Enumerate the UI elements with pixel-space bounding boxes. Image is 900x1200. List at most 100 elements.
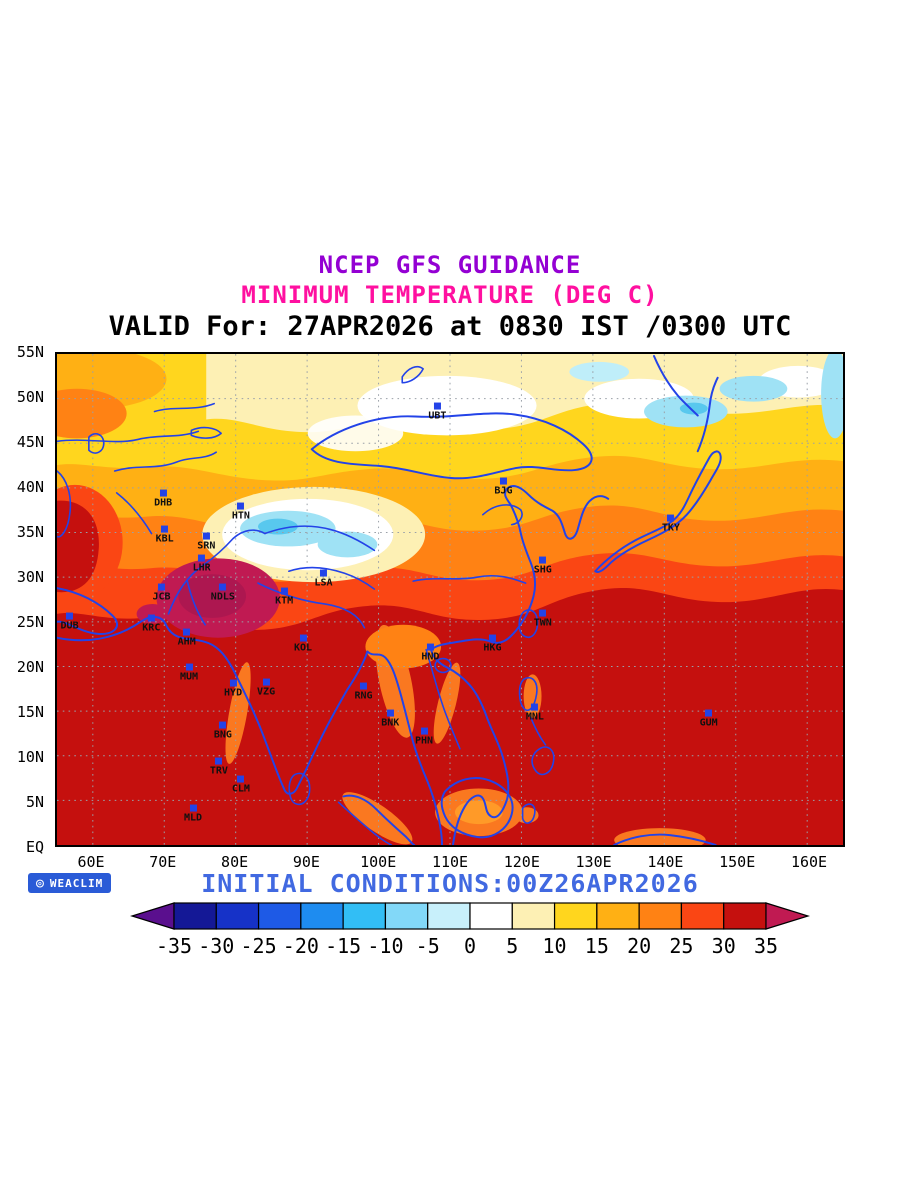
city-marker-MLD: MLD <box>183 804 202 824</box>
city-label: BNG <box>213 729 232 741</box>
city-marker-KBL: KBL <box>156 525 174 544</box>
colorbar-tick-label: -15 <box>325 934 362 958</box>
city-marker-GUM: GUM <box>700 709 718 728</box>
city-marker-LHR: LHR <box>192 554 211 574</box>
city-label: KOL <box>293 642 313 654</box>
city-marker-HND: HND <box>421 643 439 662</box>
city-marker-UBT: UBT <box>428 402 447 422</box>
lat-tick-label: 30N <box>16 568 44 586</box>
city-label: KBL <box>155 533 174 545</box>
city-label: KTM <box>275 595 294 607</box>
city-dot <box>219 721 227 729</box>
city-dot <box>66 612 74 620</box>
city-marker-LSA: LSA <box>314 569 333 589</box>
city-label: TRV <box>209 765 228 777</box>
city-label: SRN <box>197 540 216 552</box>
title-line3: VALID For: 27APR2026 at 0830 IST /0300 U… <box>108 311 792 342</box>
colorbar-tick-label: -30 <box>198 934 235 958</box>
lon-tick-label: 120E <box>503 853 540 871</box>
city-label: JCB <box>152 591 171 603</box>
city-dot <box>198 554 206 562</box>
city-label: MUM <box>180 671 199 683</box>
colorbar-tick-label: 0 <box>463 934 477 958</box>
colorbar-tick-label: -10 <box>367 934 404 958</box>
city-label: RNG <box>354 690 373 702</box>
city-dot <box>319 569 327 577</box>
initial-conditions-text: INITIAL CONDITIONS:00Z26APR2026 <box>201 869 699 898</box>
city-label: HKG <box>483 642 502 654</box>
city-marker-RNG: RNG <box>354 682 373 702</box>
colorbar-tick-label: 30 <box>711 934 736 958</box>
city-label: SHG <box>533 564 552 576</box>
city-dot <box>426 643 434 651</box>
city-marker-NDLS: NDLS <box>211 583 235 603</box>
lon-tick-label: 130E <box>575 853 612 871</box>
city-marker-BJG: BJG <box>494 477 513 497</box>
city-marker-HKG: HKG <box>483 634 501 653</box>
city-dot <box>185 663 193 671</box>
lat-tick-label: EQ <box>25 838 44 856</box>
lon-tick-label: 90E <box>292 853 320 871</box>
city-marker-TKY: TKY <box>661 514 680 534</box>
colorbar-tick-label: 15 <box>584 934 609 958</box>
city-marker-MUM: MUM <box>180 663 198 682</box>
city-label: UBT <box>428 410 447 422</box>
city-label: BJG <box>494 485 513 497</box>
city-marker-AHM: AHM <box>178 628 196 647</box>
city-marker-HYD: HYD <box>224 679 242 699</box>
city-dot <box>420 727 428 735</box>
colorbar-tick-label: -20 <box>282 934 319 958</box>
city-label: LHR <box>192 562 211 574</box>
city-label: KRC <box>142 622 161 634</box>
city-dot <box>161 525 169 533</box>
city-dot <box>386 709 394 717</box>
city-label: DHB <box>154 497 173 509</box>
city-label: GUM <box>699 717 718 729</box>
city-dot <box>539 609 547 617</box>
lon-tick-label: 150E <box>719 853 756 871</box>
city-label: TWN <box>533 617 552 629</box>
colorbar-tick-label: 10 <box>542 934 567 958</box>
city-marker-TRV: TRV <box>209 757 228 777</box>
temperature-field <box>57 354 843 845</box>
city-label: DUB <box>60 620 79 632</box>
city-marker-BNK: BNK <box>381 709 399 728</box>
city-dot <box>705 709 713 717</box>
lat-tick-label: 50N <box>16 388 44 406</box>
lon-tick-label: 80E <box>221 853 249 871</box>
weaclim-logo[interactable]: ◎ WEACLIM <box>28 873 112 893</box>
city-label: LSA <box>314 577 333 589</box>
lat-tick-label: 20N <box>16 658 44 676</box>
city-marker-BNG: BNG <box>213 721 232 741</box>
city-marker-DUB: DUB <box>61 612 79 631</box>
city-label: AHM <box>177 636 196 648</box>
city-label: VZG <box>257 686 276 698</box>
coastlines <box>57 354 722 845</box>
city-marker-MNL: MNL <box>526 703 544 722</box>
city-dot <box>183 628 191 636</box>
city-label: CLM <box>231 783 250 795</box>
city-dot <box>667 514 675 522</box>
lat-tick-label: 35N <box>16 523 44 541</box>
lon-tick-label: 140E <box>647 853 684 871</box>
colorbar-tick-label: 25 <box>669 934 694 958</box>
city-dot <box>189 804 197 812</box>
city-dot <box>262 678 270 686</box>
colorbar-tick-label: 20 <box>627 934 652 958</box>
city-dot <box>215 757 223 765</box>
lat-tick-label: 45N <box>16 433 44 451</box>
colorbar: -35 -30 -25 -20 -15 -10 -5 0 5 10 15 20 25 30 35 <box>130 902 810 960</box>
colorbar-labels: -35 -30 -25 -20 -15 -10 -5 0 5 10 15 20 25 30 35 <box>130 934 810 960</box>
city-label: TKY <box>661 522 680 534</box>
city-label: HND <box>421 651 440 663</box>
city-label: PHN <box>415 735 434 747</box>
gridlines <box>57 354 843 845</box>
lat-tick-label: 55N <box>16 343 44 361</box>
city-dot <box>531 703 539 711</box>
city-dot <box>539 556 547 564</box>
colorbar-tick-label: 5 <box>506 934 519 958</box>
city-label: HTN <box>231 510 250 522</box>
city-marker-KTM: KTM <box>275 587 294 607</box>
city-label: MLD <box>183 812 202 824</box>
colorbar-tick-label: 35 <box>753 934 779 958</box>
